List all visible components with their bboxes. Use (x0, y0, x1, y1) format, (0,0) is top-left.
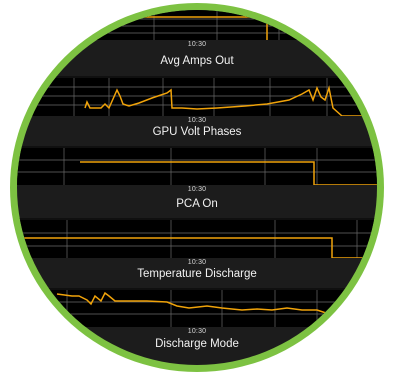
grid (17, 220, 377, 258)
plot-area-gpu-volt-phases[interactable] (17, 78, 377, 116)
chart-title-avg-amps-out: Avg Amps Out (160, 55, 234, 67)
magnified-chart-region: 10:30 Avg Amps Out (17, 10, 377, 365)
grid (17, 78, 377, 116)
chart-pca-on (17, 148, 377, 185)
panel-divider (17, 288, 377, 290)
chart-panels: 10:30 Avg Amps Out (17, 10, 377, 365)
chart-temperature-discharge (17, 220, 377, 258)
chart-title-pca-on: PCA On (176, 198, 218, 210)
grid (17, 290, 377, 327)
chart-title-gpu-volt-phases: GPU Volt Phases (152, 126, 242, 138)
plot-area-discharge-mode[interactable] (17, 290, 377, 327)
series-line-gpu-volt-phases (84, 85, 377, 116)
chart-title-discharge-mode: Discharge Mode (155, 338, 239, 350)
chart-discharge-mode (17, 290, 377, 327)
x-axis-time-label: 10:30 (187, 328, 207, 335)
x-axis-time-label: 10:30 (187, 117, 207, 124)
plot-area-temperature-discharge[interactable] (17, 220, 377, 258)
series-line-avg-amps-out (77, 16, 268, 40)
panel-divider (17, 218, 377, 220)
grid (17, 148, 377, 185)
series-line-temperature-discharge (17, 237, 377, 258)
panel-divider (17, 146, 377, 148)
grid (17, 10, 377, 40)
x-axis-time-label: 10:30 (187, 259, 207, 266)
panel-divider (17, 76, 377, 78)
plot-area-avg-amps-out[interactable] (17, 10, 377, 40)
plot-area-pca-on[interactable] (17, 148, 377, 185)
series-line-discharge-mode (56, 291, 377, 315)
chart-gpu-volt-phases (17, 78, 377, 116)
chart-title-temperature-discharge: Temperature Discharge (137, 268, 257, 280)
x-axis-time-label: 10:30 (187, 41, 207, 48)
chart-avg-amps-out (17, 10, 377, 40)
x-axis-time-label: 10:30 (187, 186, 207, 193)
series-line-pca-on (80, 161, 377, 185)
